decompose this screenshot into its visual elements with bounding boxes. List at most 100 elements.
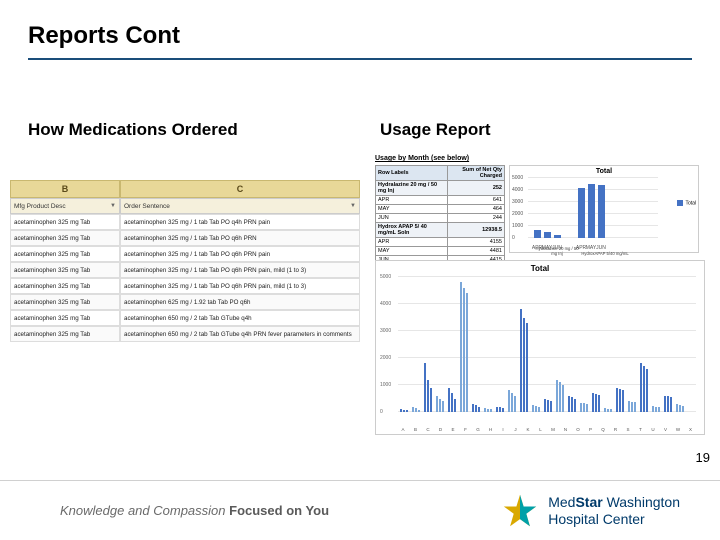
x-tick: K <box>526 427 529 432</box>
chart-bar <box>571 397 573 412</box>
chart-bar <box>415 408 417 412</box>
cell-product: acetaminophen 325 mg Tab <box>10 326 120 342</box>
tagline-bold: Focused on You <box>229 503 329 518</box>
pivot-table: Row LabelsSum of Net Qty ChargedHydralaz… <box>375 165 505 274</box>
chart-bar <box>682 406 684 412</box>
cell-product: acetaminophen 325 mg Tab <box>10 230 120 246</box>
chart-bar <box>646 369 648 412</box>
chart-bar <box>559 382 561 412</box>
logo-star-text: Star <box>575 494 602 510</box>
cell-order: acetaminophen 325 mg / 1 tab Tab PO q4h … <box>120 214 360 230</box>
table-row[interactable]: acetaminophen 325 mg Tabacetaminophen 32… <box>10 246 360 262</box>
excel-table: B C Mfg Product Desc ▼ Order Sentence ▼ … <box>10 180 360 342</box>
cell-order: acetaminophen 325 mg / 1 tab Tab PO q6h … <box>120 246 360 262</box>
x-tick: U <box>651 427 654 432</box>
chart-bar <box>463 288 465 412</box>
chart-bar <box>514 396 516 412</box>
y-tick: 2000 <box>512 211 523 217</box>
x-tick: J <box>514 427 516 432</box>
chart-bar <box>652 406 654 412</box>
chart-bar <box>472 404 474 412</box>
y-tick: 2000 <box>380 355 391 361</box>
chart-bar <box>610 409 612 412</box>
how-ordered-heading: How Medications Ordered <box>28 120 238 140</box>
col-header-b[interactable]: B <box>10 180 120 198</box>
excel-column-headers: B C <box>10 180 360 198</box>
chart-bar <box>424 363 426 412</box>
chart-bar <box>460 282 462 412</box>
footer: Knowledge and Compassion Focused on You … <box>0 480 720 540</box>
chart-bar <box>451 393 453 412</box>
legend-swatch <box>677 200 683 206</box>
table-row[interactable]: acetaminophen 325 mg Tabacetaminophen 32… <box>10 262 360 278</box>
x-tick: W <box>676 427 680 432</box>
cell-order: acetaminophen 625 mg / 1.92 tab Tab PO q… <box>120 294 360 310</box>
chart-bar <box>554 235 561 238</box>
pivot-cell: 12938.5 <box>448 223 505 238</box>
chart-bar <box>556 380 558 412</box>
dropdown-arrow-icon[interactable]: ▼ <box>110 203 116 209</box>
chart-bar <box>578 188 585 238</box>
chart-bar <box>499 407 501 412</box>
chart-bar <box>607 409 609 413</box>
chart-bar <box>403 410 405 412</box>
star-icon <box>502 493 538 529</box>
y-tick: 3000 <box>512 199 523 205</box>
usage-report-heading: Usage Report <box>380 120 491 140</box>
table-row[interactable]: acetaminophen 325 mg Tabacetaminophen 32… <box>10 214 360 230</box>
chart-bar <box>679 405 681 412</box>
chart-bar <box>427 380 429 412</box>
x-tick: X <box>689 427 692 432</box>
col-header-c[interactable]: C <box>120 180 360 198</box>
chart-bar <box>496 407 498 412</box>
pivot-cell: Row Labels <box>376 166 448 181</box>
y-tick: 5000 <box>380 274 391 280</box>
chart-bar <box>406 410 408 412</box>
big-chart-title: Total <box>376 264 704 273</box>
pivot-cell: 252 <box>448 181 505 196</box>
table-row[interactable]: acetaminophen 325 mg Tabacetaminophen 65… <box>10 326 360 342</box>
chart-bar <box>628 401 630 412</box>
chart-bar <box>534 230 541 238</box>
chart-bar <box>430 388 432 412</box>
cell-order: acetaminophen 325 mg / 1 tab Tab PO q6h … <box>120 278 360 294</box>
chart-bar <box>604 408 606 412</box>
table-row[interactable]: acetaminophen 325 mg Tabacetaminophen 65… <box>10 310 360 326</box>
pivot-cell: Hydralazine 20 mg / 50 mg Inj <box>376 181 448 196</box>
chart-bar <box>592 393 594 412</box>
table-row[interactable]: acetaminophen 325 mg Tabacetaminophen 32… <box>10 230 360 246</box>
chart-bar <box>616 388 618 412</box>
cell-product: acetaminophen 325 mg Tab <box>10 262 120 278</box>
x-tick: S <box>626 427 629 432</box>
pivot-cell: MAY <box>376 247 448 256</box>
dropdown-arrow-icon[interactable]: ▼ <box>350 203 356 209</box>
chart-bar <box>511 393 513 412</box>
filter-product-desc[interactable]: Mfg Product Desc ▼ <box>10 198 120 214</box>
chart-bar <box>508 390 510 412</box>
chart-bar <box>583 403 585 412</box>
x-tick: M <box>551 427 555 432</box>
table-row[interactable]: acetaminophen 325 mg Tabacetaminophen 32… <box>10 278 360 294</box>
chart-bar <box>588 184 595 238</box>
chart-bar <box>535 406 537 412</box>
chart-bar <box>490 409 492 412</box>
cell-product: acetaminophen 325 mg Tab <box>10 310 120 326</box>
filter-order-sentence[interactable]: Order Sentence ▼ <box>120 198 360 214</box>
y-tick: 1000 <box>380 382 391 388</box>
x-tick: D <box>439 427 442 432</box>
cell-product: acetaminophen 325 mg Tab <box>10 294 120 310</box>
chart-bar <box>640 363 642 412</box>
logo-washington: Washington <box>603 494 680 510</box>
pivot-cell: 4481 <box>448 247 505 256</box>
chart-bar <box>523 318 525 413</box>
tagline-prefix: Knowledge and Compassion <box>60 503 226 518</box>
cell-order: acetaminophen 325 mg / 1 tab Tab PO q6h … <box>120 230 360 246</box>
chart-bar <box>466 293 468 412</box>
cell-product: acetaminophen 325 mg Tab <box>10 278 120 294</box>
cell-order: acetaminophen 650 mg / 2 tab Tab GTube q… <box>120 326 360 342</box>
chart-bar <box>442 401 444 412</box>
table-row[interactable]: acetaminophen 325 mg Tabacetaminophen 62… <box>10 294 360 310</box>
chart-bar <box>544 399 546 413</box>
tagline: Knowledge and Compassion Focused on You <box>60 503 329 518</box>
filter-label: Mfg Product Desc <box>14 203 66 210</box>
